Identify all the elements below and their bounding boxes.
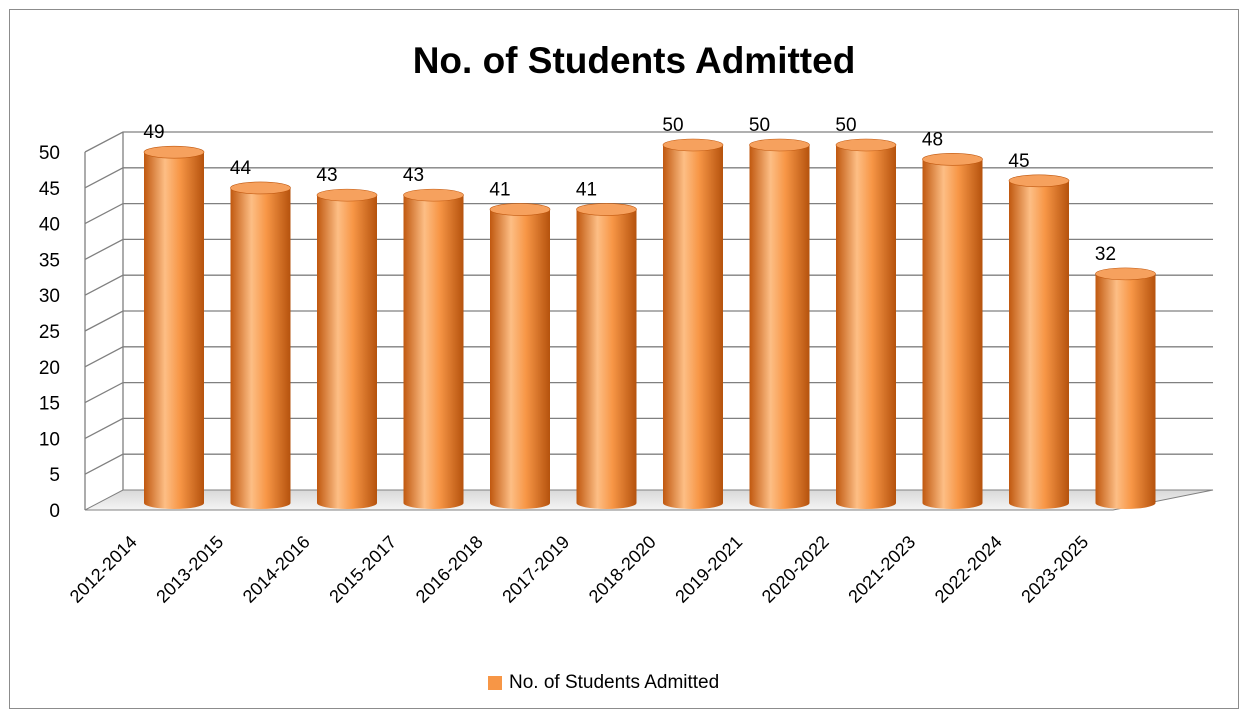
x-tick-label: 2012-2014	[66, 532, 141, 607]
bar-body	[317, 195, 377, 509]
y-tick-label: 10	[39, 429, 60, 450]
y-tick-label: 5	[49, 465, 60, 486]
bar-body	[1009, 180, 1069, 510]
bar-top	[922, 153, 983, 166]
bar-body	[836, 145, 896, 509]
x-tick-label: 2019-2021	[671, 532, 746, 607]
bar-body	[1095, 273, 1156, 509]
x-axis: 2012-2014 2013-2015 2014-2016 2015-2017 2016…	[66, 532, 1093, 607]
bar-top	[489, 203, 551, 216]
x-tick-label: 2020-2022	[758, 532, 833, 607]
bar-top	[230, 181, 291, 195]
bar-body	[230, 187, 291, 509]
bar-body	[749, 145, 810, 509]
bar	[576, 203, 637, 509]
data-label: 43	[316, 165, 337, 186]
data-label: 41	[489, 179, 510, 200]
bar-top	[662, 138, 724, 152]
gridline	[84, 131, 1213, 153]
bar	[489, 203, 551, 509]
bars	[143, 138, 1156, 510]
data-labels: 49 44 43 43 41 41 50 50 50 48 45 32	[143, 115, 1116, 265]
bar-top	[1008, 174, 1070, 188]
bar-top	[316, 188, 378, 202]
bar-top	[403, 188, 464, 202]
bar	[230, 181, 291, 509]
x-tick-label: 2014-2016	[239, 532, 314, 607]
bar	[1095, 267, 1156, 509]
y-tick-label: 0	[49, 501, 60, 522]
y-tick-label: 20	[39, 358, 60, 379]
data-label: 32	[1095, 244, 1116, 265]
legend-swatch	[488, 676, 502, 690]
bar-body	[144, 152, 204, 509]
x-tick-label: 2013-2015	[152, 532, 227, 607]
x-tick-label: 2015-2017	[325, 532, 400, 607]
y-axis: 0 5 10 15 20 25 30 35 40 45 50	[39, 143, 60, 522]
data-label: 43	[403, 165, 424, 186]
x-tick-label: 2016-2018	[412, 532, 487, 607]
bar-top	[576, 203, 637, 216]
y-tick-label: 25	[39, 322, 60, 343]
bar-body	[576, 209, 637, 509]
x-tick-label: 2022-2024	[931, 532, 1006, 607]
bar-body	[663, 145, 723, 509]
data-label: 45	[1008, 151, 1029, 172]
bar	[316, 188, 378, 509]
bar	[143, 145, 205, 509]
bar-top	[835, 138, 897, 152]
bar-body	[403, 195, 464, 509]
bar	[662, 138, 724, 509]
data-label: 49	[143, 122, 164, 143]
bar	[403, 188, 464, 509]
x-tick-label: 2018-2020	[585, 532, 660, 607]
y-tick-label: 50	[39, 143, 60, 164]
data-label: 44	[230, 158, 252, 179]
x-tick-label: 2017-2019	[498, 532, 573, 607]
bar	[835, 138, 897, 509]
bar	[922, 153, 983, 509]
data-label: 50	[835, 115, 856, 136]
data-label: 50	[662, 115, 683, 136]
y-tick-label: 35	[39, 250, 60, 271]
y-tick-label: 30	[39, 286, 60, 307]
legend: No. of Students Admitted	[488, 670, 719, 696]
data-label: 48	[922, 129, 943, 150]
bar-top	[749, 138, 810, 152]
data-label: 50	[749, 115, 770, 136]
data-label: 41	[576, 179, 597, 200]
legend-label: No. of Students Admitted	[509, 672, 720, 693]
bar-body	[922, 159, 983, 509]
chart-title: No. of Students Admitted	[412, 40, 856, 81]
bar-top	[143, 145, 205, 159]
y-tick-label: 40	[39, 215, 60, 236]
y-tick-label: 15	[39, 394, 60, 415]
x-tick-label: 2021-2023	[844, 532, 919, 607]
y-tick-label: 45	[39, 179, 60, 200]
bar-top	[1095, 267, 1156, 281]
bar-body	[490, 209, 550, 509]
x-tick-label: 2023-2025	[1017, 532, 1092, 607]
bar	[749, 138, 810, 509]
bar	[1008, 174, 1070, 510]
